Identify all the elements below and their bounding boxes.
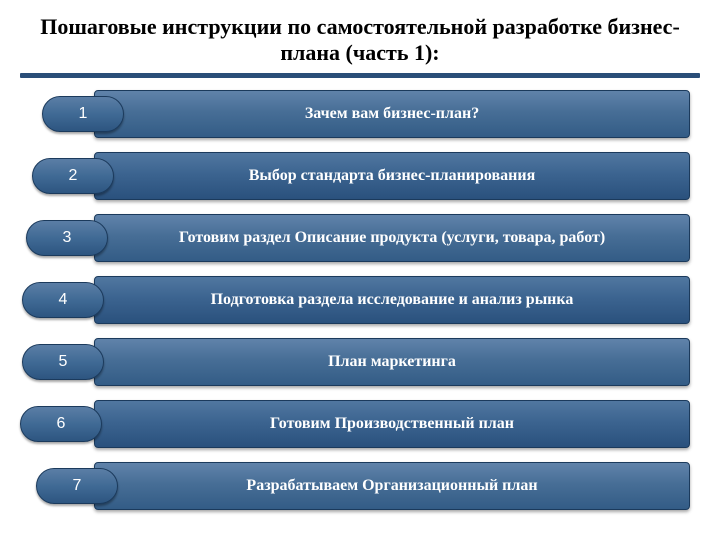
step-number-badge: 7 — [36, 468, 118, 504]
step-number-badge: 2 — [32, 158, 114, 194]
step-number: 2 — [69, 167, 78, 185]
step-row: Готовим Производственный план 6 — [20, 400, 700, 448]
step-bar: Готовим Производственный план — [94, 400, 690, 448]
slide: Пошаговые инструкции по самостоятельной … — [0, 0, 720, 540]
step-number: 3 — [63, 229, 72, 247]
step-bar: План маркетинга — [94, 338, 690, 386]
page-title: Пошаговые инструкции по самостоятельной … — [20, 14, 700, 67]
step-row: Разрабатываем Организационный план 7 — [20, 462, 700, 510]
step-number-badge: 1 — [42, 96, 124, 132]
step-row: Подготовка раздела исследование и анализ… — [20, 276, 700, 324]
title-underline — [20, 73, 700, 78]
step-label: Готовим Производственный план — [270, 415, 514, 433]
step-number: 4 — [59, 291, 68, 309]
step-row: Готовим раздел Описание продукта (услуги… — [20, 214, 700, 262]
step-number: 1 — [79, 105, 88, 123]
step-number: 5 — [59, 353, 68, 371]
step-label: Готовим раздел Описание продукта (услуги… — [179, 229, 605, 247]
step-bar: Подготовка раздела исследование и анализ… — [94, 276, 690, 324]
step-label: Зачем вам бизнес-план? — [305, 105, 479, 123]
step-bar: Зачем вам бизнес-план? — [94, 90, 690, 138]
step-row: Выбор стандарта бизнес-планирования 2 — [20, 152, 700, 200]
step-number-badge: 6 — [20, 406, 102, 442]
step-bar: Выбор стандарта бизнес-планирования — [94, 152, 690, 200]
step-label: План маркетинга — [328, 353, 456, 371]
step-label: Выбор стандарта бизнес-планирования — [249, 167, 536, 185]
step-label: Разрабатываем Организационный план — [246, 477, 537, 495]
step-bar: Готовим раздел Описание продукта (услуги… — [94, 214, 690, 262]
step-bar: Разрабатываем Организационный план — [94, 462, 690, 510]
step-number-badge: 3 — [26, 220, 108, 256]
step-label: Подготовка раздела исследование и анализ… — [211, 291, 574, 309]
steps-list: Зачем вам бизнес-план? 1 Выбор стандарта… — [20, 90, 700, 510]
step-row: План маркетинга 5 — [20, 338, 700, 386]
step-number-badge: 4 — [22, 282, 104, 318]
step-number: 6 — [57, 415, 66, 433]
step-row: Зачем вам бизнес-план? 1 — [20, 90, 700, 138]
step-number: 7 — [73, 477, 82, 495]
step-number-badge: 5 — [22, 344, 104, 380]
